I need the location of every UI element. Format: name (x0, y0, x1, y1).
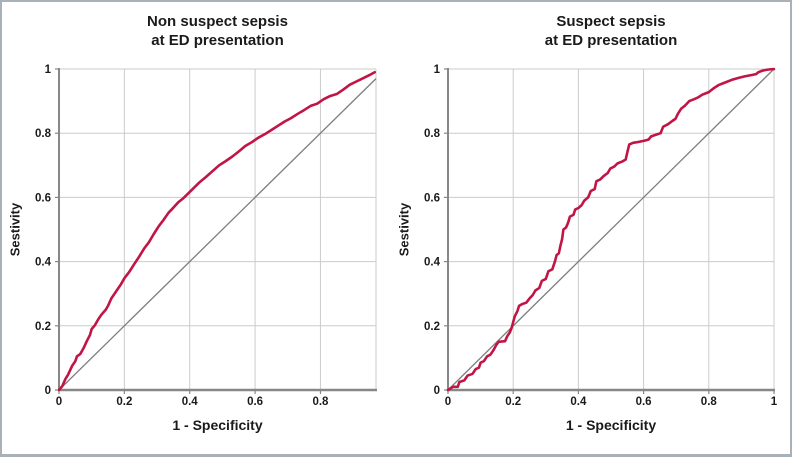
x-tick-label: 0.2 (505, 396, 521, 408)
reference-line (58, 78, 377, 391)
x-tick-label: 0.6 (636, 396, 652, 408)
y-tick-label: 0.4 (35, 257, 52, 269)
y-tick-label: 1 (434, 64, 441, 76)
x-axis-label: 1 - Specificity (172, 417, 263, 433)
chart-suspect-sepsis: Suspect sepsis at ED presentation 0 0.2 0.… (396, 2, 790, 454)
y-tick-label: 0 (45, 385, 51, 397)
x-tick-label: 1 (771, 396, 778, 408)
x-tick-label: 0 (445, 396, 451, 408)
y-tick-label: 0.6 (424, 192, 440, 204)
y-tick-label: 0.2 (35, 321, 51, 333)
y-tick-label: 0.8 (35, 128, 52, 140)
y-tick-label: 0.2 (424, 321, 440, 333)
chart-title: Suspect sepsis at ED presentation (544, 13, 678, 49)
x-axis-label: 1 - Specificity (565, 417, 657, 433)
y-tick-label: 0.4 (424, 257, 441, 269)
roc-curve (446, 67, 776, 392)
y-axis-label: Sestivity (7, 202, 23, 257)
reference-line (447, 68, 775, 391)
chart-title: Non suspect sepsis at ED presentation (147, 13, 288, 49)
x-tick-label: 0.8 (701, 396, 718, 408)
y-axis-label: Sestivity (396, 202, 412, 257)
roc-plot-suspect: 0 0.2 0.4 0.6 0.8 1 0 0.2 0.4 0.6 0.8 1 (424, 64, 778, 408)
roc-plot-non-suspect: 0 0.2 0.4 0.6 0.8 0 0.2 0.4 0.6 0.8 1 (35, 64, 377, 408)
roc-curve (57, 70, 376, 392)
y-tick-label: 0.6 (35, 192, 51, 204)
x-tick-label: 0.6 (247, 396, 263, 408)
y-tick-label: 1 (45, 64, 52, 76)
y-tick-label: 0 (434, 385, 440, 397)
x-tick-label: 0.2 (116, 396, 132, 408)
x-tick-label: 0.8 (312, 396, 329, 408)
x-tick-label: 0.4 (182, 396, 199, 408)
x-tick-label: 0 (56, 396, 62, 408)
y-tick-label: 0.8 (424, 128, 441, 140)
x-tick-label: 0.4 (570, 396, 587, 408)
